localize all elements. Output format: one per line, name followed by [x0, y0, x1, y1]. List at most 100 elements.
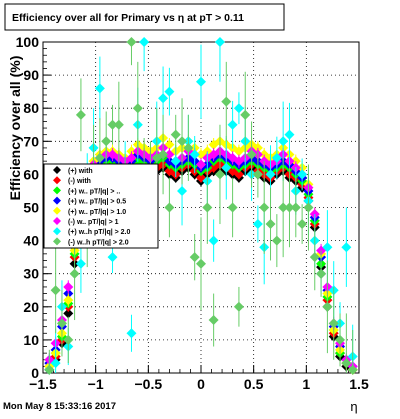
- data-point: [341, 242, 352, 253]
- data-point: [208, 315, 219, 326]
- data-point: [233, 103, 244, 114]
- data-point: [177, 185, 188, 196]
- legend-marker: [53, 227, 61, 236]
- x-tick-label: 0: [197, 376, 205, 392]
- timestamp: Mon May 8 15:33:16 2017: [3, 401, 116, 412]
- axes: −1.5 −1 −0.5 0 0.5 1 1.5 0 10 20 30 40 50 60 70 80 90 100: [16, 34, 369, 392]
- data-point: [252, 169, 263, 180]
- data-point: [297, 169, 308, 180]
- data-point: [189, 149, 200, 160]
- y-tick-label: 0: [31, 365, 39, 381]
- legend-label: (-) w.. pT/|q| > 1: [68, 219, 119, 226]
- data-point: [328, 318, 339, 329]
- legend-box: [43, 163, 159, 249]
- title-box: [4, 3, 285, 31]
- data-point: [322, 301, 333, 312]
- data-point: [322, 242, 333, 253]
- legend-marker: [53, 166, 61, 174]
- y-tick-label: 40: [23, 233, 39, 249]
- legend-marker: [53, 206, 61, 215]
- data-point: [221, 96, 232, 107]
- legend-label: (+) with: [68, 168, 93, 175]
- y-tick-label: 100: [16, 34, 40, 50]
- series-7: [44, 37, 358, 375]
- data-point: [113, 119, 124, 130]
- y-tick-label: 50: [23, 200, 39, 216]
- data-point: [271, 152, 282, 163]
- data-point: [56, 318, 67, 329]
- data-point: [214, 37, 225, 47]
- x-tick-label: 1.5: [349, 376, 369, 392]
- data-point: [50, 285, 61, 296]
- data-point: [170, 129, 181, 140]
- legend-label: (-) w..h pT/|q| > 2.0: [68, 239, 129, 246]
- data-point: [94, 152, 105, 163]
- x-tick-label: −1.5: [29, 376, 57, 392]
- data-point: [75, 109, 86, 120]
- data-point: [126, 328, 137, 339]
- data-point: [278, 202, 289, 213]
- data-point: [139, 37, 150, 47]
- y-tick-label: 60: [23, 166, 39, 182]
- data-point: [158, 93, 169, 104]
- data-point: [227, 202, 238, 213]
- x-tick-label: −1: [88, 376, 104, 392]
- data-point: [164, 202, 175, 213]
- data-point: [63, 334, 74, 345]
- data-point: [347, 364, 358, 375]
- data-point: [69, 268, 80, 279]
- data-point: [233, 169, 244, 180]
- data-point: [303, 202, 314, 213]
- data-point: [284, 129, 295, 140]
- data-point: [75, 258, 86, 269]
- data-point: [227, 119, 238, 130]
- legend-label: (+) w.. pT/|q| > ..: [68, 188, 120, 195]
- y-tick-label: 10: [23, 332, 39, 348]
- legend-label: (+) w.. pT/|q| > 0.5: [68, 199, 126, 206]
- legend-marker: [53, 176, 61, 185]
- x-axis-label: η: [350, 399, 357, 414]
- data-point: [50, 358, 61, 369]
- legend-marker: [53, 237, 61, 246]
- data-point: [309, 252, 320, 263]
- legend-marker: [53, 186, 61, 195]
- legend-label: (+) w.. pT/|q| > 1.0: [68, 209, 126, 216]
- data-point: [63, 295, 74, 306]
- data-point: [316, 268, 327, 279]
- data-point: [240, 109, 251, 120]
- data-point: [265, 169, 276, 180]
- legend-marker: [53, 217, 61, 225]
- data-point: [284, 202, 295, 213]
- data-point: [126, 37, 137, 47]
- data-point: [126, 152, 137, 163]
- data-point: [164, 86, 175, 97]
- data-point: [246, 149, 257, 160]
- data-point: [221, 162, 232, 173]
- data-point: [183, 142, 194, 153]
- data-point: [265, 219, 276, 230]
- data-point: [335, 334, 346, 345]
- y-axis-label: Efficiency over all (%): [7, 56, 23, 201]
- data-point: [107, 119, 118, 130]
- data-point: [196, 258, 206, 269]
- data-point: [170, 156, 181, 167]
- legend-label: (+) w..h pT/|q| > 2.0: [68, 229, 130, 236]
- data-point: [208, 235, 219, 246]
- data-point: [63, 308, 74, 319]
- data-point: [259, 202, 270, 213]
- data-point: [196, 159, 206, 170]
- data-point: [297, 219, 308, 230]
- data-point: [101, 136, 112, 147]
- y-tick-label: 70: [23, 133, 39, 149]
- data-point: [132, 103, 143, 114]
- data-point: [278, 136, 289, 147]
- y-tick-label: 80: [23, 100, 39, 116]
- data-point: [189, 252, 200, 263]
- data-point: [252, 219, 263, 230]
- data-point: [94, 83, 105, 94]
- y-tick-label: 90: [23, 67, 39, 83]
- data-point: [202, 202, 213, 213]
- data-point: [44, 364, 55, 375]
